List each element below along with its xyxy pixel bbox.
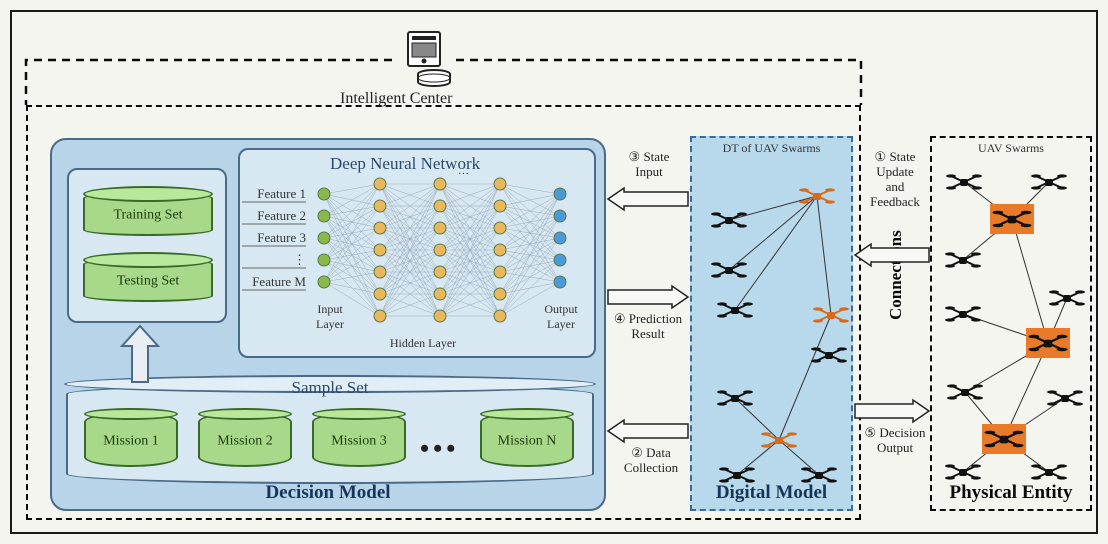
drone-icon (712, 258, 746, 282)
drone-icon (1048, 386, 1082, 410)
ellipsis: ••• (420, 434, 459, 464)
arrow-prediction-result (608, 286, 688, 308)
digital-model-title: Digital Model (716, 482, 827, 504)
arrow-state-update (855, 244, 929, 266)
drone-icon (800, 184, 834, 208)
mission-cylinder: Mission 2 (198, 412, 292, 467)
mission-cylinder: Mission 3 (312, 412, 406, 467)
drone-icon (947, 170, 981, 194)
training-set-label: Training Set (85, 208, 211, 224)
training-set-cylinder: Training Set (83, 192, 213, 236)
drone-icon-highlighted (1026, 328, 1070, 358)
arrow-state-input-label: ③ State Input (614, 150, 684, 180)
dnn-panel: Deep Neural Network Feature 1 Feature 2 … (238, 148, 596, 358)
drone-icon (946, 248, 980, 272)
drone-icon (718, 386, 752, 410)
arrow-data-collection (608, 420, 688, 442)
drone-icon (814, 303, 848, 327)
drone-icon-highlighted (982, 424, 1026, 454)
arrow-decision-output-label: ⑤ Decision Output (862, 426, 928, 456)
drone-icon (948, 380, 982, 404)
drone-icon (712, 208, 746, 232)
arrow-state-update-label: ① State Update and Feedback (862, 150, 928, 210)
mission-cylinder: Mission N (480, 412, 574, 467)
digital-model-panel: DT of UAV Swarms (690, 136, 853, 511)
drone-icon (946, 302, 980, 326)
sample-set-container: Sample Set Mission 1 Mission 2 Mission 3… (66, 384, 594, 484)
mission-cylinder: Mission 1 (84, 412, 178, 467)
arrow-state-input (608, 188, 688, 210)
drone-icon (1050, 286, 1084, 310)
testing-set-cylinder: Testing Set (83, 258, 213, 302)
drone-icon (718, 298, 752, 322)
arrow-decision-output (855, 400, 929, 422)
drone-icon (1032, 460, 1066, 484)
arrow-prediction-result-label: ④ Prediction Result (608, 312, 688, 342)
sample-set-title: Sample Set (292, 378, 369, 398)
up-arrow-sample-to-sets (120, 326, 160, 382)
output-layer-label: Output Layer (538, 302, 584, 332)
drone-icon-highlighted (990, 204, 1034, 234)
arrow-data-collection-label: ② Data Collection (614, 446, 688, 476)
decision-model-title: Decision Model (265, 482, 390, 504)
testing-set-label: Testing Set (85, 274, 211, 290)
drone-icon (812, 343, 846, 367)
input-layer-label: Input Layer (310, 302, 350, 332)
server-icon (394, 28, 454, 88)
dataset-box: Training Set Testing Set (67, 168, 227, 323)
physical-entity-title: Physical Entity (950, 482, 1073, 504)
physical-entity-panel: UAV Swarms (930, 136, 1092, 511)
drone-icon (762, 428, 796, 452)
decision-model-panel: Decision Model Training Set Testing Set … (50, 138, 606, 511)
drone-icon (946, 460, 980, 484)
hidden-layer-label: Hidden Layer (368, 336, 478, 351)
drone-icon (1032, 170, 1066, 194)
